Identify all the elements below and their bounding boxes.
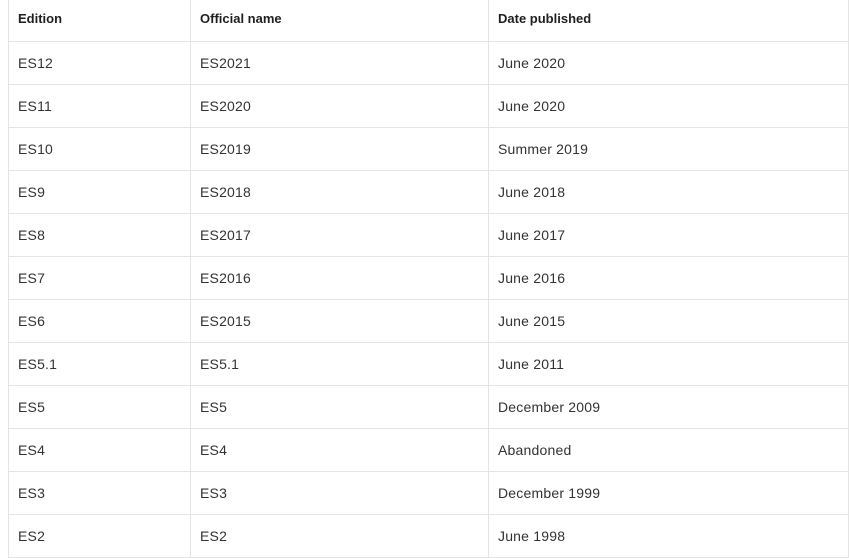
cell-edition: ES11 bbox=[8, 84, 191, 128]
table-row: ES2 ES2 June 1998 bbox=[8, 514, 849, 558]
cell-official-name: ES5 bbox=[190, 385, 489, 429]
cell-date-published: Abandoned bbox=[488, 428, 849, 472]
cell-date-published: June 1998 bbox=[488, 514, 849, 558]
table-body: ES12 ES2021 June 2020 ES11 ES2020 June 2… bbox=[8, 41, 849, 558]
column-header-official-name: Official name bbox=[190, 0, 489, 42]
cell-edition: ES9 bbox=[8, 170, 191, 214]
table-row: ES6 ES2015 June 2015 bbox=[8, 299, 849, 343]
editions-table-container: Edition Official name Date published ES1… bbox=[8, 0, 849, 558]
cell-edition: ES5 bbox=[8, 385, 191, 429]
header-row: Edition Official name Date published bbox=[8, 0, 849, 42]
table-row: ES7 ES2016 June 2016 bbox=[8, 256, 849, 300]
table-row: ES9 ES2018 June 2018 bbox=[8, 170, 849, 214]
table-row: ES8 ES2017 June 2017 bbox=[8, 213, 849, 257]
cell-date-published: December 1999 bbox=[488, 471, 849, 515]
cell-official-name: ES4 bbox=[190, 428, 489, 472]
cell-edition: ES3 bbox=[8, 471, 191, 515]
cell-date-published: June 2017 bbox=[488, 213, 849, 257]
cell-edition: ES5.1 bbox=[8, 342, 191, 386]
cell-official-name: ES2019 bbox=[190, 127, 489, 171]
cell-official-name: ES2 bbox=[190, 514, 489, 558]
cell-edition: ES8 bbox=[8, 213, 191, 257]
table-row: ES5 ES5 December 2009 bbox=[8, 385, 849, 429]
cell-edition: ES12 bbox=[8, 41, 191, 85]
cell-date-published: December 2009 bbox=[488, 385, 849, 429]
cell-official-name: ES5.1 bbox=[190, 342, 489, 386]
cell-date-published: June 2015 bbox=[488, 299, 849, 343]
editions-table: Edition Official name Date published ES1… bbox=[8, 0, 849, 558]
cell-official-name: ES2018 bbox=[190, 170, 489, 214]
cell-edition: ES4 bbox=[8, 428, 191, 472]
cell-official-name: ES2021 bbox=[190, 41, 489, 85]
table-row: ES3 ES3 December 1999 bbox=[8, 471, 849, 515]
cell-edition: ES2 bbox=[8, 514, 191, 558]
cell-date-published: June 2011 bbox=[488, 342, 849, 386]
cell-date-published: June 2020 bbox=[488, 41, 849, 85]
cell-official-name: ES3 bbox=[190, 471, 489, 515]
cell-date-published: June 2016 bbox=[488, 256, 849, 300]
cell-edition: ES10 bbox=[8, 127, 191, 171]
table-row: ES11 ES2020 June 2020 bbox=[8, 84, 849, 128]
cell-date-published: Summer 2019 bbox=[488, 127, 849, 171]
table-row: ES12 ES2021 June 2020 bbox=[8, 41, 849, 85]
column-header-date-published: Date published bbox=[488, 0, 849, 42]
cell-edition: ES6 bbox=[8, 299, 191, 343]
table-header: Edition Official name Date published bbox=[8, 0, 849, 42]
cell-date-published: June 2018 bbox=[488, 170, 849, 214]
table-row: ES10 ES2019 Summer 2019 bbox=[8, 127, 849, 171]
cell-edition: ES7 bbox=[8, 256, 191, 300]
cell-official-name: ES2020 bbox=[190, 84, 489, 128]
cell-official-name: ES2015 bbox=[190, 299, 489, 343]
cell-official-name: ES2016 bbox=[190, 256, 489, 300]
column-header-edition: Edition bbox=[8, 0, 191, 42]
table-row: ES5.1 ES5.1 June 2011 bbox=[8, 342, 849, 386]
cell-date-published: June 2020 bbox=[488, 84, 849, 128]
cell-official-name: ES2017 bbox=[190, 213, 489, 257]
table-row: ES4 ES4 Abandoned bbox=[8, 428, 849, 472]
